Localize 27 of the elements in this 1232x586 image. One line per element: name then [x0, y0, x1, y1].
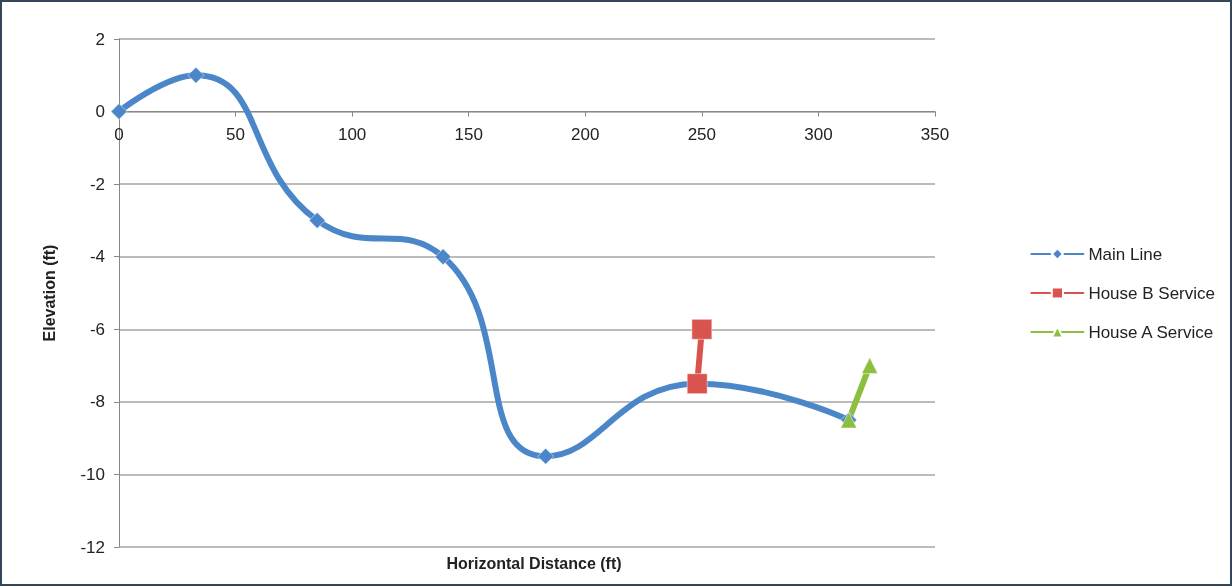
x-tick-label: 300: [804, 124, 833, 144]
point: [187, 67, 205, 84]
y-axis-title: Elevation (ft): [40, 244, 58, 342]
x-tick-label: 100: [337, 124, 367, 144]
x-tick-label: 150: [454, 124, 483, 144]
point: [691, 319, 713, 340]
point: [308, 212, 326, 229]
legend-label: Main Line: [1088, 244, 1163, 264]
x-tick-label: 50: [226, 124, 246, 144]
point: [537, 448, 554, 465]
y-tick-label: 0: [95, 102, 105, 122]
point: [110, 103, 128, 120]
y-tick-label: -10: [80, 464, 105, 484]
y-tick-label: -12: [80, 537, 105, 557]
point: [434, 248, 452, 265]
y-tick-label: -6: [89, 319, 105, 339]
x-tick-label: 200: [571, 124, 600, 144]
x-axis-title: Horizontal Distance (ft): [446, 554, 622, 572]
legend-label: House B Service: [1088, 283, 1216, 303]
x-tick-label: 250: [687, 124, 717, 144]
y-tick-label: -2: [89, 174, 105, 194]
y-tick-label: 2: [95, 29, 105, 49]
legend-label: House A Service: [1088, 322, 1214, 342]
x-tick-label: 350: [920, 124, 950, 144]
y-tick-label: -4: [89, 247, 105, 267]
x-tick-label: 0: [114, 124, 124, 144]
y-tick-label: -8: [89, 392, 105, 412]
